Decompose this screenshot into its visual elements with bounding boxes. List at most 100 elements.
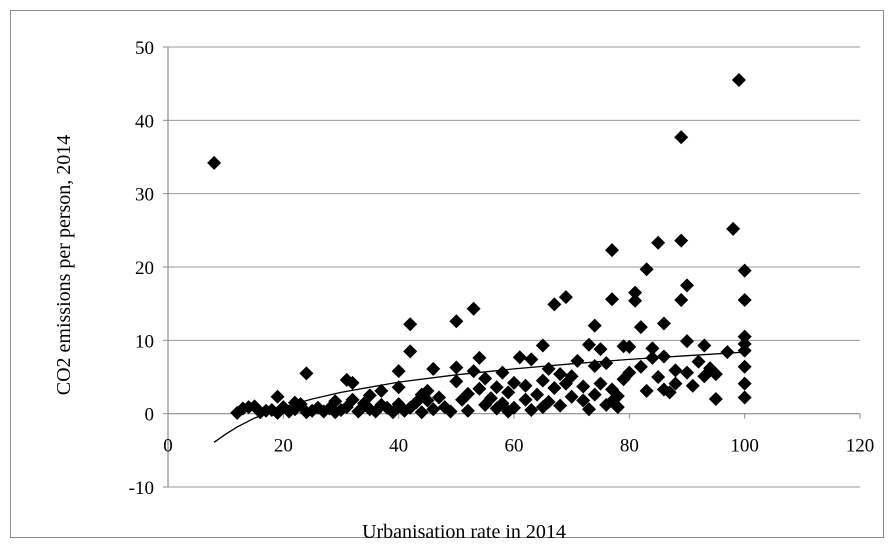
x-tick-label: 80	[620, 436, 639, 457]
data-point	[535, 373, 550, 388]
data-point	[403, 317, 418, 332]
data-point	[466, 301, 481, 316]
data-point	[541, 361, 556, 376]
data-point	[674, 293, 689, 307]
trendline-curve	[213, 351, 745, 443]
data-point	[633, 320, 648, 335]
data-point	[345, 392, 360, 407]
data-point	[587, 359, 602, 373]
data-point	[420, 393, 435, 408]
data-point	[558, 290, 573, 305]
data-point	[737, 376, 752, 391]
data-point	[737, 390, 752, 405]
data-point	[524, 403, 539, 417]
data-point	[460, 403, 475, 418]
data-point	[449, 374, 464, 389]
y-tick-label: 50	[135, 38, 154, 59]
data-point	[593, 342, 608, 357]
data-point	[564, 369, 579, 384]
data-point	[512, 350, 527, 365]
data-point	[708, 392, 723, 406]
data-point	[420, 383, 435, 398]
data-point	[501, 385, 516, 400]
data-point	[426, 402, 441, 417]
data-point	[656, 349, 671, 364]
data-point	[737, 359, 752, 374]
data-point	[651, 235, 666, 250]
data-point	[449, 360, 464, 375]
data-point	[639, 383, 654, 398]
data-point	[472, 350, 487, 365]
data-point	[587, 387, 602, 402]
data-point	[726, 221, 741, 236]
data-point	[737, 329, 752, 344]
data-point	[207, 155, 222, 170]
data-point	[737, 293, 752, 307]
y-tick-label: 10	[135, 331, 154, 352]
data-point	[691, 354, 706, 369]
data-point	[518, 378, 533, 393]
data-point	[599, 356, 614, 371]
data-point	[645, 341, 660, 356]
data-point	[472, 381, 487, 396]
data-point	[391, 380, 406, 395]
data-point	[656, 316, 671, 331]
data-point	[680, 365, 694, 380]
data-point	[518, 392, 533, 407]
data-point	[414, 405, 429, 420]
data-point	[731, 73, 746, 87]
data-point	[483, 391, 498, 406]
tick-labels: -10 0 10 20 30 40 50 0 20 40 60 80 100 120	[129, 38, 875, 499]
data-point	[270, 389, 285, 404]
data-points	[207, 73, 752, 420]
data-point	[391, 364, 406, 379]
x-tick-label: 120	[846, 436, 875, 457]
y-tick-label: 0	[145, 405, 155, 426]
y-axis-title: CO2 emissions per person, 2014	[53, 135, 75, 396]
data-point	[628, 293, 643, 308]
x-tick-label: 0	[163, 436, 173, 457]
data-point	[610, 389, 625, 404]
data-point	[553, 398, 568, 413]
x-tick-label: 20	[274, 436, 293, 457]
data-point	[495, 365, 510, 380]
data-point	[570, 353, 585, 368]
data-point	[685, 378, 700, 393]
data-point	[426, 361, 441, 376]
data-point	[564, 389, 579, 404]
y-tick-label: 20	[135, 258, 154, 279]
trendline	[213, 351, 745, 443]
data-point	[651, 370, 666, 384]
chart-frame	[10, 10, 884, 538]
y-tick-label: -10	[129, 478, 154, 499]
data-point	[576, 393, 591, 408]
data-point	[662, 385, 677, 400]
data-point	[610, 400, 625, 415]
data-point	[674, 130, 689, 145]
data-point	[547, 297, 562, 312]
data-point	[622, 339, 637, 354]
data-point	[432, 390, 447, 405]
data-point	[587, 318, 602, 333]
data-point	[680, 334, 694, 349]
data-point	[605, 243, 620, 258]
data-point	[680, 278, 694, 293]
data-point	[460, 386, 475, 401]
data-point	[593, 376, 608, 391]
data-point	[507, 400, 521, 415]
data-point	[633, 359, 648, 374]
x-axis-title: Urbanisation rate in 2014	[362, 521, 566, 543]
data-point	[530, 387, 545, 402]
data-point	[507, 375, 521, 390]
data-point	[535, 338, 550, 353]
data-point	[581, 337, 596, 352]
data-point	[553, 367, 568, 382]
data-point	[628, 285, 643, 300]
y-tick-label: 30	[135, 185, 154, 206]
data-point	[737, 343, 752, 358]
data-point	[345, 375, 360, 390]
data-point	[639, 262, 654, 277]
data-point	[737, 263, 752, 278]
data-point	[299, 366, 314, 381]
